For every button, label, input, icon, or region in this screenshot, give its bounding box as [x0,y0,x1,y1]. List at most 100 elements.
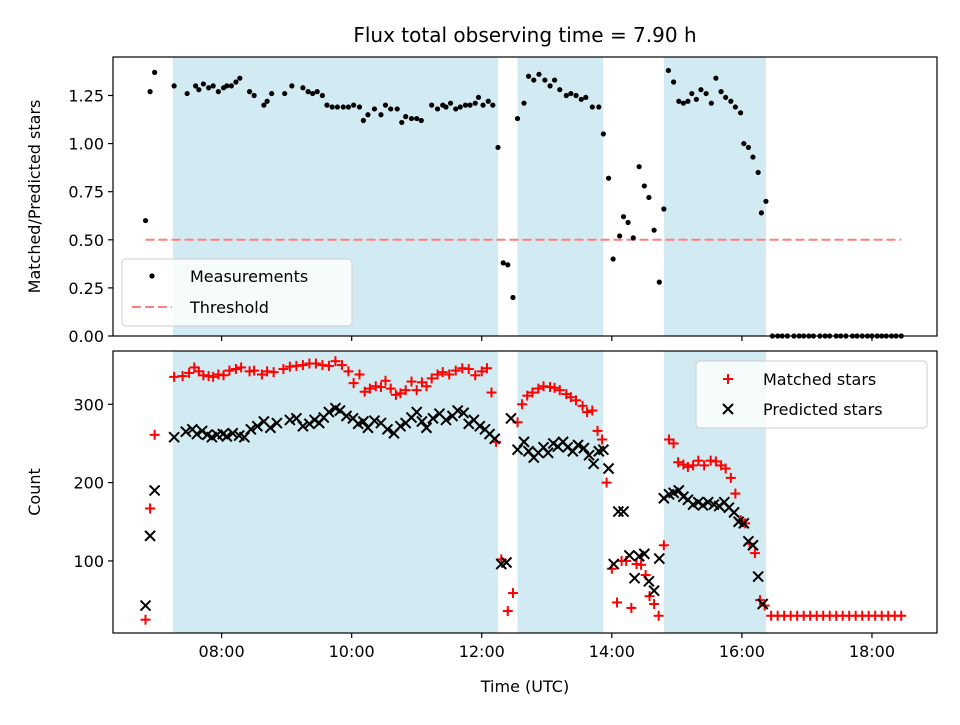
measurement-point [210,83,216,89]
measurement-point [718,89,724,95]
measurement-point [521,100,527,106]
y-tick-label: 0.25 [68,279,104,298]
predicted-point [144,530,156,542]
predicted-point [221,430,233,443]
matched-point [720,463,731,474]
matched-point [224,365,235,376]
matched-point [682,461,693,472]
predicted-point [368,415,381,427]
predicted-point [271,417,283,429]
measurement-point [246,89,253,95]
matched-point [554,385,565,396]
measurement-point [418,117,424,124]
matched-point [710,456,721,467]
measurement-point [457,104,463,110]
matched-point [896,610,907,621]
measurement-point [215,89,221,95]
measurement-point [264,98,270,104]
matched-point [668,438,679,449]
measurement-point [708,100,714,106]
measurement-point [443,104,449,110]
measurement-point [536,71,542,77]
measurement-point [589,104,595,110]
measurement-point [462,102,469,108]
measurement-point [329,104,335,110]
measurement-point [394,106,400,112]
measurement-point [737,110,744,116]
matched-point [592,425,603,436]
measurement-point [142,217,149,224]
matched-point [507,588,518,599]
legend-label: Measurements [190,267,308,286]
observing-window-2 [517,351,604,633]
measurement-point [334,104,340,110]
predicted-point [180,425,192,438]
measurement-point [505,262,511,268]
matched-point [140,614,151,625]
measurement-point [382,102,389,108]
predicted-point [578,442,590,454]
matched-point [587,405,598,416]
measurement-point [641,183,647,189]
matched-point [375,382,386,393]
matched-point [400,385,411,396]
predicted-point [747,539,759,551]
matched-point [236,362,247,373]
measurement-point [378,112,384,118]
ratio-panel: 0.00 0.25 0.50 0.75 1.00 1.25 Matched/Predicte… [25,56,938,346]
measurement-point [723,94,729,101]
matched-point [549,382,560,393]
legend-marker-predicted [722,403,734,415]
matched-point [644,591,655,602]
measurement-point [314,89,320,95]
matched-point [649,599,660,610]
x-tick-label: 18:00 [849,642,895,661]
x-tick-label: 12:00 [459,642,505,661]
x-tick-label: 16:00 [719,642,765,661]
predicted-point [756,598,769,610]
predicted-point [728,506,740,519]
predicted-point [638,548,651,560]
predicted-point [148,484,161,497]
series-predicted-stars [139,402,769,612]
matched-point [481,363,492,374]
y-axis-label: Matched/Predicted stars [25,100,44,294]
predicted-point [608,558,620,570]
predicted-point [297,420,309,432]
matched-point [395,388,406,399]
matched-point [476,366,487,377]
measurement-point [620,214,627,220]
matched-point [278,364,289,375]
matched-point [406,376,417,387]
matched-point [297,360,308,371]
legend-box [695,360,928,429]
matched-point [359,386,370,397]
legend-marker-matched [723,374,733,384]
matched-point [673,457,684,468]
measurement-point [573,92,579,99]
matched-point [699,460,710,471]
y-axis-label: Count [25,468,44,516]
measurement-point [671,79,677,85]
measurement-point [475,94,482,101]
predicted-point [673,484,685,497]
measurement-point [661,206,667,212]
matched-point [411,385,422,396]
measurement-point [568,90,574,97]
predicted-point [752,570,764,583]
matched-point [218,370,229,381]
measurement-point [237,75,243,81]
measurement-point [324,102,330,108]
measurement-point [490,102,496,108]
measurement-point [596,104,602,110]
measurement-point [388,106,394,112]
axes-frame [112,350,938,634]
measurement-point [600,131,606,137]
measurement-point [617,233,623,239]
y-tick-label: 0.00 [68,327,104,346]
measurement-point [356,104,363,110]
predicted-point [500,556,513,569]
measurement-point [414,115,420,122]
matched-point [145,503,156,514]
predicted-point [381,423,394,436]
